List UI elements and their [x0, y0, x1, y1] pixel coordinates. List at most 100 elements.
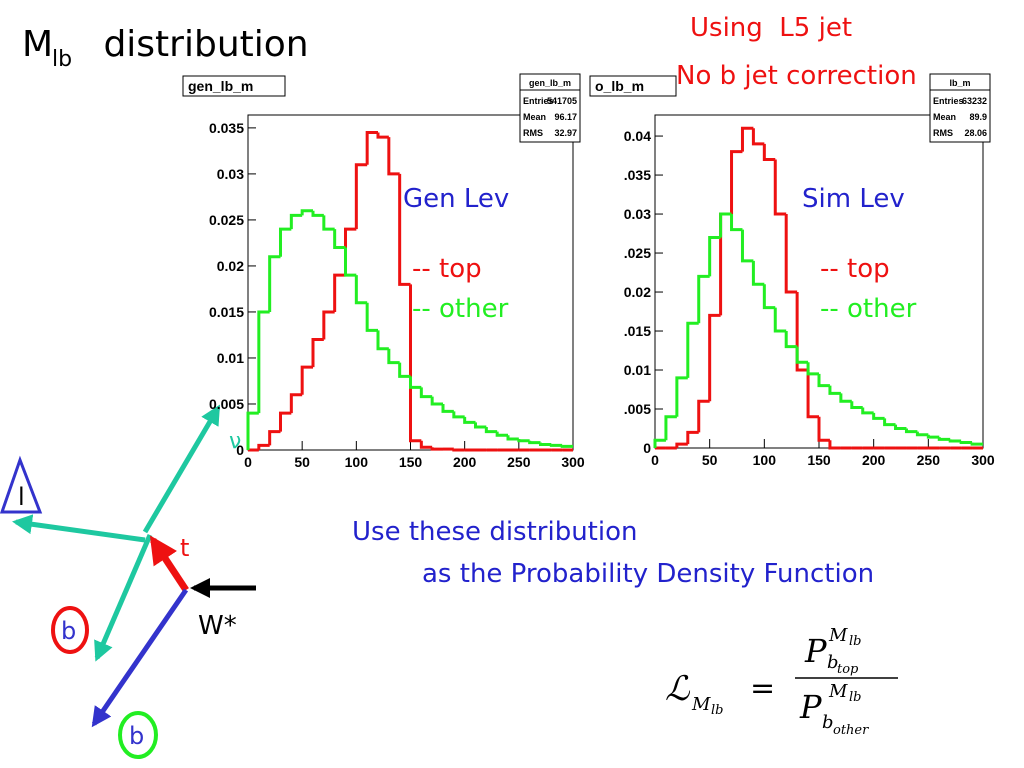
- hist-bin: [419, 440, 433, 449]
- hist-bin: [675, 442, 688, 448]
- formula-part: ℒ: [665, 669, 691, 709]
- hist-bin: [828, 385, 841, 395]
- hist-bin: [894, 424, 907, 431]
- particle-label: b: [129, 722, 144, 750]
- hist-bin: [495, 431, 508, 437]
- hist-bin: [311, 338, 324, 368]
- hist-bin: [686, 430, 699, 445]
- x-tick-label: 300: [561, 454, 585, 470]
- hist-bin: [376, 330, 389, 351]
- hist-bin: [872, 412, 885, 420]
- hist-bin: [474, 422, 487, 429]
- arrow: [91, 588, 189, 728]
- hist-bin: [322, 215, 335, 231]
- stats-value: 96.17: [554, 112, 577, 122]
- hist-bin: [333, 229, 346, 250]
- hist-bin: [419, 387, 433, 399]
- hist-bin: [257, 310, 270, 414]
- hist-bin: [904, 428, 918, 434]
- hist-bin: [430, 447, 443, 451]
- arrow: [94, 534, 153, 662]
- y-tick-label: 0.025: [209, 212, 244, 228]
- stats-value: 32.97: [554, 128, 577, 138]
- formula-part: b: [827, 652, 839, 673]
- y-tick-label: 0.015: [209, 304, 244, 320]
- formula-part: lb: [849, 634, 861, 649]
- hist-bin: [740, 229, 754, 263]
- hist-bin: [740, 126, 754, 152]
- stats-value: 28.06: [964, 128, 987, 138]
- x-tick-label: 50: [294, 454, 310, 470]
- x-tick-label: 250: [507, 454, 531, 470]
- particle-label: b: [61, 617, 76, 645]
- hist-bin: [387, 137, 400, 176]
- stats-label: RMS: [523, 128, 543, 138]
- hist-bin: [708, 235, 721, 277]
- circle: [118, 711, 158, 759]
- x-tick-label: 0: [651, 452, 659, 468]
- hist-bin: [430, 396, 443, 406]
- hist-bin: [387, 348, 400, 365]
- x-tick-label: 150: [807, 452, 831, 468]
- hist-bin: [365, 302, 378, 332]
- formula-part: P: [799, 688, 822, 726]
- hist-bin: [937, 437, 951, 441]
- hist-bin: [806, 362, 819, 376]
- formula-part: lb: [849, 690, 861, 705]
- hist-bin: [708, 313, 721, 402]
- hist-title-box: [182, 75, 286, 97]
- y-tick-label: .005: [624, 401, 651, 417]
- legend-entry: -- top: [820, 254, 890, 284]
- y-tick-label: 0.03: [217, 166, 244, 182]
- y-tick-label: .035: [624, 167, 651, 183]
- slide-title-rest: distribution: [92, 24, 309, 65]
- hist-title-box: [589, 75, 677, 97]
- arrow: [12, 514, 146, 543]
- hist-bin: [686, 321, 699, 378]
- y-tick-label: 0.04: [624, 128, 651, 144]
- formula-part: top: [837, 662, 859, 677]
- formula-part: =: [750, 671, 775, 706]
- circle: [51, 606, 89, 654]
- hist-bin: [959, 440, 973, 445]
- stats-box: [929, 73, 991, 143]
- hist-bin: [333, 273, 346, 312]
- legend-entry: -- top: [412, 254, 482, 284]
- hist-bin: [773, 159, 787, 216]
- y-tick-label: 0.03: [624, 206, 651, 222]
- y-tick-label: .015: [624, 323, 651, 339]
- hist-bin: [795, 292, 809, 372]
- stats-value: 541705: [547, 96, 577, 106]
- note: No b jet correction: [676, 61, 917, 91]
- hist-bin: [268, 255, 281, 312]
- hist-bin: [926, 434, 940, 439]
- y-tick-label: 0: [236, 442, 244, 458]
- stats-label: Entries: [933, 96, 964, 106]
- hist-bin: [398, 173, 411, 286]
- hist-bin: [653, 438, 666, 448]
- hist-bin: [664, 415, 677, 441]
- hist-bin: [441, 403, 454, 413]
- hist-bin: [817, 373, 830, 388]
- chart-annotation: Gen Lev: [403, 184, 509, 214]
- hist-bin: [539, 442, 552, 446]
- hist-bin: [344, 247, 357, 277]
- hist-bin: [762, 284, 776, 310]
- particle-label: W*: [198, 611, 237, 641]
- hist-bin: [549, 443, 563, 447]
- stats-label: RMS: [933, 128, 953, 138]
- x-tick-label: 150: [399, 454, 423, 470]
- formula-part: b: [822, 712, 834, 733]
- diagram: l t b W* b ν: [0, 404, 256, 759]
- arrow: [149, 535, 189, 592]
- hist-bin: [376, 132, 389, 139]
- hist-bin: [289, 393, 303, 414]
- hist-bin: [784, 214, 798, 294]
- particle-label: l: [18, 483, 25, 511]
- hist-bin: [409, 284, 422, 443]
- formula-part: M: [828, 681, 848, 702]
- y-tick-label: .025: [624, 245, 651, 261]
- hist-bin: [806, 370, 819, 419]
- hist-bin: [268, 430, 281, 446]
